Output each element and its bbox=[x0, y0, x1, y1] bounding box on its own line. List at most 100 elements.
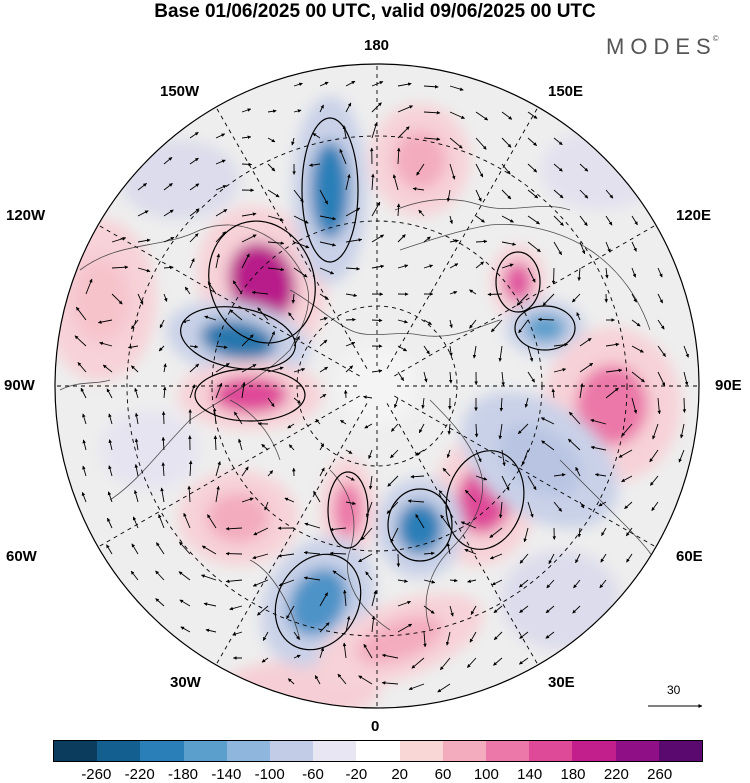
anomaly-trough-110e bbox=[524, 313, 566, 343]
wind-arrow bbox=[545, 605, 555, 614]
wind-arrow bbox=[293, 367, 306, 373]
wind-arrow bbox=[410, 474, 425, 479]
label-90e: 90E bbox=[715, 377, 742, 394]
wind-arrow bbox=[553, 473, 566, 477]
wind-arrow bbox=[423, 551, 435, 556]
wind-arrow bbox=[203, 602, 217, 607]
anomaly-ridge-50w bbox=[206, 493, 270, 543]
colorbar-cell bbox=[54, 741, 98, 761]
wind-arrow bbox=[293, 82, 303, 87]
wind-arrow bbox=[225, 526, 243, 531]
wind-arrow bbox=[416, 163, 425, 176]
wind-arrow bbox=[241, 253, 250, 269]
wind-arrow bbox=[183, 512, 191, 529]
colorbar-tick-label: -20 bbox=[345, 766, 368, 783]
wind-arrow bbox=[371, 615, 376, 633]
wind-arrow bbox=[82, 465, 87, 477]
label-30w: 30W bbox=[170, 674, 201, 691]
wind-arrow bbox=[397, 371, 405, 382]
map-boundary bbox=[54, 63, 700, 709]
wind-arrow bbox=[304, 522, 321, 529]
anomaly-ridge-90e bbox=[576, 364, 648, 446]
wind-arrow bbox=[345, 80, 356, 87]
wind-arrow bbox=[252, 579, 269, 587]
wind-arrow bbox=[215, 185, 227, 191]
wind-arrow bbox=[187, 485, 191, 503]
wind-arrow bbox=[365, 571, 373, 581]
wind-arrow bbox=[605, 189, 614, 199]
wind-arrow bbox=[493, 605, 503, 614]
wind-arrow bbox=[501, 263, 514, 269]
wind-arrow bbox=[397, 105, 414, 113]
wind-arrow bbox=[342, 642, 347, 659]
wind-arrow bbox=[267, 189, 280, 198]
colorbar-cell bbox=[658, 741, 703, 761]
wind-arrow bbox=[678, 449, 685, 463]
wind-arrow bbox=[527, 111, 538, 119]
wind-arrow bbox=[337, 673, 347, 685]
wind-arrow bbox=[408, 683, 425, 691]
wind-arrow bbox=[527, 501, 534, 518]
wind-arrow bbox=[624, 501, 633, 510]
wind-arrow bbox=[205, 628, 217, 633]
wind-arrow bbox=[371, 122, 378, 139]
wind-arrow bbox=[621, 423, 633, 437]
wind-arrow bbox=[469, 631, 477, 643]
wind-arrow bbox=[293, 654, 301, 659]
label-60w: 60W bbox=[6, 548, 37, 565]
wind-arrow bbox=[81, 491, 87, 503]
wind-arrow bbox=[421, 397, 425, 409]
wind-arrow bbox=[449, 345, 453, 357]
wind-arrow bbox=[189, 233, 199, 243]
wind-arrow bbox=[161, 436, 166, 451]
colorbar-cell bbox=[356, 741, 400, 761]
wind-arrow bbox=[267, 267, 285, 272]
wind-arrow bbox=[345, 475, 355, 481]
wind-arrow bbox=[423, 236, 431, 243]
wind-arrow bbox=[381, 653, 399, 659]
wind-arrow bbox=[371, 264, 385, 269]
wind-arrow bbox=[487, 292, 503, 297]
wind-arrow bbox=[501, 189, 512, 200]
wind-arrow bbox=[470, 605, 477, 615]
wind-arrow bbox=[411, 657, 425, 669]
wind-arrow bbox=[571, 293, 581, 303]
wind-arrow bbox=[131, 319, 139, 330]
wind-arrow bbox=[519, 657, 529, 665]
wind-arrow bbox=[498, 423, 503, 440]
wind-arrow bbox=[229, 605, 243, 611]
wind-arrow bbox=[501, 163, 511, 175]
wind-arrow bbox=[319, 467, 325, 477]
wind-arrow bbox=[345, 174, 351, 191]
colorbar bbox=[53, 740, 703, 762]
wind-arrow bbox=[108, 465, 113, 477]
label-120w: 120W bbox=[6, 207, 46, 224]
wind-arrow bbox=[448, 371, 453, 384]
wind-arrow bbox=[683, 345, 689, 358]
wind-arrow bbox=[371, 318, 383, 323]
wind-arrow bbox=[161, 411, 166, 425]
wind-arrow bbox=[179, 599, 191, 607]
wind-arrow bbox=[319, 215, 337, 221]
wind-arrow bbox=[466, 657, 477, 668]
wind-arrow bbox=[106, 388, 113, 399]
wind-arrow bbox=[449, 605, 454, 617]
wind-arrow bbox=[449, 215, 453, 225]
wind-arrow bbox=[472, 345, 477, 359]
wind-arrow bbox=[397, 319, 408, 324]
wind-arrow bbox=[189, 208, 200, 217]
wind-arrow bbox=[423, 264, 434, 269]
wind-arrow bbox=[201, 545, 217, 555]
wind-arrow bbox=[365, 501, 373, 518]
wind-arrow bbox=[371, 234, 385, 243]
wind-arrow bbox=[241, 212, 257, 217]
wind-arrow bbox=[390, 527, 399, 543]
colorbar-cell bbox=[529, 741, 573, 761]
wind-arrow bbox=[241, 466, 249, 477]
wind-arrow bbox=[215, 345, 228, 349]
wind-arrow bbox=[418, 423, 425, 434]
wind-arrow bbox=[137, 238, 151, 243]
wind-arrow bbox=[257, 307, 269, 321]
meridian bbox=[386, 106, 539, 369]
wind-arrow bbox=[319, 104, 324, 113]
